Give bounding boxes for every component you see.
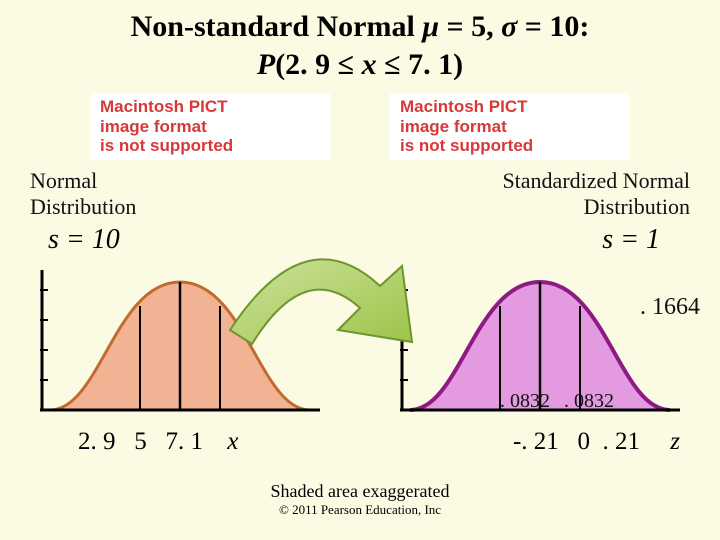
probability-half-2: . 0832	[564, 390, 614, 413]
copyright: © 2011 Pearson Education, Inc	[0, 502, 720, 518]
t-eq1: = 5,	[439, 10, 501, 43]
x-label: x	[227, 428, 238, 456]
t2-x: x	[362, 48, 377, 81]
slide-title: Non-standard Normal μ = 5, σ = 10: P(2. …	[0, 0, 720, 83]
charts-area	[0, 250, 720, 450]
t2-end: ≤ 7. 1)	[377, 48, 463, 81]
title-line2: P(2. 9 ≤ x ≤ 7. 1)	[257, 48, 463, 81]
xaxis-right: -. 21 0 . 21 z	[513, 428, 680, 456]
distribution-labels: Normal Distribution Standardized Normal …	[0, 168, 720, 220]
xaxis-right-vals: -. 21 0 . 21	[513, 428, 640, 455]
normal-curve-svg	[40, 260, 320, 430]
pict-placeholder-row: Macintosh PICT image format is not suppo…	[0, 93, 720, 160]
probability-total: . 1664	[640, 294, 700, 321]
t2-body: (2. 9 ≤	[275, 48, 361, 81]
t-sigma: σ	[501, 10, 517, 43]
normal-dist-chart	[40, 260, 320, 430]
title-line1: Non-standard Normal μ = 5, σ = 10:	[131, 10, 590, 43]
xaxis-left-vals: 2. 9 5 7. 1	[78, 428, 203, 455]
probability-half-1: . 0832	[500, 390, 550, 413]
xaxis-left: 2. 9 5 7. 1 x	[78, 428, 238, 456]
footer: Shaded area exaggerated © 2011 Pearson E…	[0, 481, 720, 518]
t2-p: P	[257, 48, 275, 81]
x-axis-labels: 2. 9 5 7. 1 x -. 21 0 . 21 z	[0, 428, 720, 468]
right-dist-label: Standardized Normal Distribution	[502, 168, 690, 220]
t-eq2: = 10:	[517, 10, 589, 43]
pict-placeholder-left: Macintosh PICT image format is not suppo…	[90, 93, 330, 160]
z-label: z	[670, 428, 680, 456]
t-prefix: Non-standard Normal	[131, 10, 423, 43]
pict-placeholder-right: Macintosh PICT image format is not suppo…	[390, 93, 630, 160]
left-dist-label: Normal Distribution	[30, 168, 136, 220]
footer-note: Shaded area exaggerated	[0, 481, 720, 502]
t-mu: μ	[422, 10, 439, 43]
